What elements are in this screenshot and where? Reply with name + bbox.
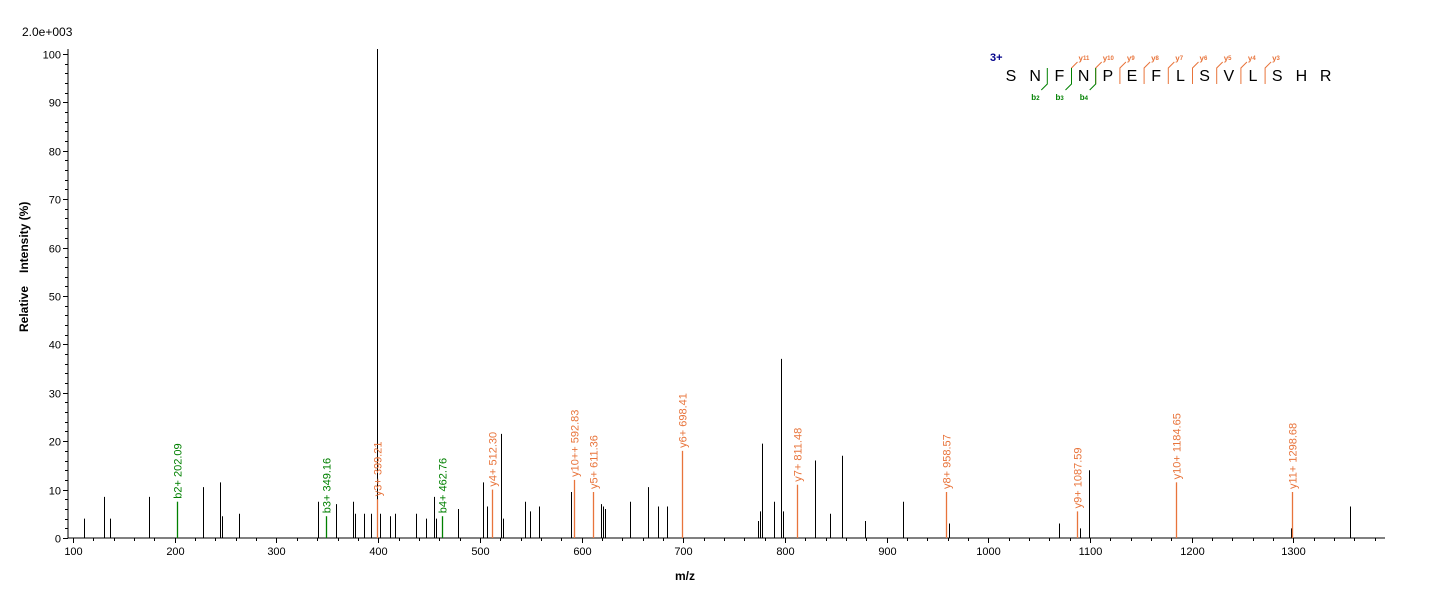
- y-ion-label: y7: [1175, 54, 1183, 63]
- peak-annotation-label: y7+ 811.48: [793, 428, 805, 482]
- peak-annotation-label: y4+ 512.30: [488, 432, 500, 487]
- x-tick-label: 600: [573, 546, 591, 558]
- sequence-residue: L: [1249, 68, 1258, 85]
- y-tick-label: 0: [55, 534, 61, 546]
- y-ion-label: y4: [1248, 54, 1256, 63]
- b-ion-marker: [1089, 68, 1097, 91]
- y-ion-marker: [1095, 61, 1103, 84]
- y-ion-label: y10: [1103, 54, 1115, 63]
- y-ion-marker: [1216, 61, 1224, 84]
- peak-annotation-label: y5+ 611.36: [589, 435, 601, 489]
- x-tick-label: 1000: [976, 546, 1000, 558]
- y-tick-label: 100: [43, 50, 61, 62]
- sequence-residue: S: [1199, 68, 1210, 85]
- intensity-scale-label: 2.0e+003: [22, 25, 73, 39]
- x-tick-label: 700: [674, 546, 692, 558]
- b-ion-marker: [1065, 68, 1072, 91]
- y-tick-label: 50: [49, 292, 61, 304]
- y-ion-label: y11: [1079, 54, 1090, 63]
- x-tick-label: 1200: [1180, 546, 1204, 558]
- y-tick-label: 20: [49, 437, 61, 449]
- peak-annotation-label: y3+ 399.21: [373, 442, 385, 497]
- x-tick-label: 800: [776, 546, 794, 558]
- sequence-residue: P: [1102, 68, 1113, 85]
- peak-labels: b2+ 202.09 b3+ 349.16 y3+ 399.21 b4+ 462.76…: [173, 393, 1300, 513]
- x-tick-label: 500: [471, 546, 489, 558]
- y-ion-marker: [1119, 61, 1127, 84]
- y-tick-label: 40: [49, 340, 61, 352]
- y-tick-label: 70: [49, 195, 61, 207]
- peak-annotation-label: y10+ 1184.65: [1172, 413, 1184, 479]
- y-axis-title-intensity: Intensity (%): [17, 202, 31, 273]
- sequence-residue: F: [1055, 68, 1065, 85]
- b-ion-marker: [1040, 68, 1048, 91]
- y-tick-label: 30: [49, 389, 61, 401]
- y-tick-label: 90: [49, 98, 61, 110]
- y-ion-label: y3: [1272, 54, 1280, 63]
- sequence-residue: F: [1151, 68, 1161, 85]
- y-ion-marker: [1264, 61, 1272, 84]
- sequence-residue: N: [1078, 68, 1090, 85]
- sequence-residue: E: [1127, 68, 1138, 85]
- x-tick-label: 100: [64, 546, 82, 558]
- peak-annotation-label: y10++ 592.83: [570, 410, 582, 477]
- sequence-residue: S: [1272, 68, 1283, 85]
- axes: 0 10 20 30 40 50 60 70 80 90 100 100 200 300 400 500 600…: [43, 49, 1385, 558]
- y-ion-label: y5: [1224, 54, 1232, 63]
- x-axis-title: m/z: [675, 569, 695, 583]
- y-ion-marker: [1192, 61, 1199, 84]
- y-ion-marker: [1167, 61, 1175, 84]
- precursor-charge: 3+: [990, 52, 1003, 64]
- sequence-residue: L: [1176, 68, 1185, 85]
- peak-annotation-label: y8+ 958.57: [942, 434, 954, 489]
- x-tick-label: 200: [166, 546, 184, 558]
- b-ion-label: b4: [1080, 93, 1089, 102]
- peak-annotation-label: b3+ 349.16: [322, 458, 334, 513]
- peak-annotation-label: y9+ 1087.59: [1073, 447, 1085, 508]
- b-ion-label: b3: [1056, 93, 1065, 102]
- x-tick-label: 1300: [1281, 546, 1305, 558]
- x-tick-label: 900: [878, 546, 896, 558]
- peak-annotation-label: b2+ 202.09: [173, 443, 185, 498]
- y-ion-label: y9: [1127, 54, 1135, 63]
- y-tick-label: 10: [49, 486, 61, 498]
- y-ion-marker: [1071, 61, 1078, 84]
- sequence-residue: V: [1223, 68, 1234, 85]
- b-ion-label: b2: [1031, 93, 1040, 102]
- peaks: [84, 49, 1351, 538]
- x-tick-label: 1100: [1079, 546, 1103, 558]
- y-ion-label: y6: [1200, 54, 1208, 63]
- peak-annotation-label: b4+ 462.76: [438, 458, 450, 513]
- sequence-residue: H: [1296, 68, 1308, 85]
- y-ion-marker: [1240, 61, 1248, 84]
- sequence-residue: S: [1006, 68, 1017, 85]
- sequence-residue: R: [1320, 68, 1332, 85]
- y-ion-marker: [1143, 61, 1151, 84]
- y-axis-title-relative: Relative: [17, 286, 31, 332]
- y-tick-label: 80: [49, 147, 61, 159]
- peak-annotation-label: y6+ 698.41: [678, 393, 690, 448]
- y-ion-label: y8: [1151, 54, 1159, 63]
- x-tick-label: 300: [267, 546, 285, 558]
- peak-annotation-label: y11+ 1298.68: [1288, 423, 1300, 489]
- y-tick-label: 60: [49, 244, 61, 256]
- x-tick-label: 400: [369, 546, 387, 558]
- sequence-residue: N: [1029, 68, 1041, 85]
